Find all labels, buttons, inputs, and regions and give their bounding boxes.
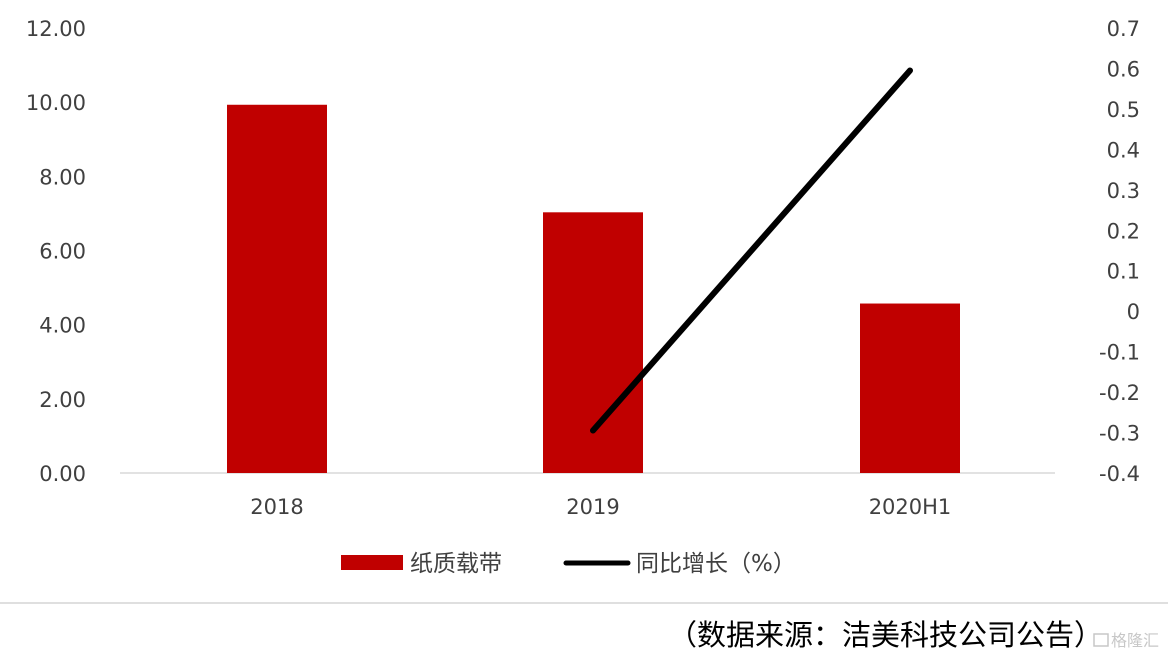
line-series-path xyxy=(590,67,913,434)
left-tick-label: 6.00 xyxy=(39,240,86,264)
right-tick-label: 0.5 xyxy=(1107,98,1140,122)
bar-series xyxy=(227,104,960,473)
legend: 纸质载带 同比增长（%） xyxy=(341,551,796,577)
legend-line-label: 同比增长（%） xyxy=(636,551,796,577)
right-tick-label: 0.3 xyxy=(1107,179,1140,203)
right-tick-label: -0.1 xyxy=(1099,341,1140,365)
left-tick-label: 8.00 xyxy=(39,165,86,189)
bar xyxy=(227,104,327,473)
right-tick-label: 0.2 xyxy=(1107,219,1140,243)
x-tick-label: 2019 xyxy=(566,495,619,519)
category-labels: 2018 2019 2020H1 xyxy=(250,495,951,519)
left-tick-label: 2.00 xyxy=(39,388,86,412)
left-tick-label: 12.00 xyxy=(26,17,86,41)
right-axis-ticks: -0.4 -0.3 -0.2 -0.1 0 0.1 0.2 0.3 0.4 0.5 0.6 0.7 xyxy=(1099,17,1140,486)
right-tick-label: -0.4 xyxy=(1099,462,1140,486)
legend-bar-swatch xyxy=(341,555,403,570)
x-tick-label: 2018 xyxy=(250,495,303,519)
watermark-text: 格隆汇 xyxy=(1111,631,1159,650)
right-tick-label: 0.4 xyxy=(1107,138,1140,162)
left-tick-label: 0.00 xyxy=(39,462,86,486)
left-axis-ticks: 0.00 2.00 4.00 6.00 8.00 10.00 12.00 xyxy=(26,17,86,486)
right-tick-label: 0.7 xyxy=(1107,17,1140,41)
source-note: （数据来源：洁美科技公司公告） xyxy=(668,618,1103,652)
right-tick-label: 0.6 xyxy=(1107,57,1140,81)
legend-bar-label: 纸质载带 xyxy=(410,551,502,577)
bar xyxy=(543,212,643,473)
watermark-logo: 格隆汇 xyxy=(1093,631,1159,650)
bar xyxy=(860,303,960,473)
left-tick-label: 10.00 xyxy=(26,91,86,115)
right-tick-label: 0.1 xyxy=(1107,260,1140,284)
right-tick-label: 0 xyxy=(1127,300,1140,324)
right-tick-label: -0.2 xyxy=(1099,381,1140,405)
left-tick-label: 4.00 xyxy=(39,314,86,338)
right-tick-label: -0.3 xyxy=(1099,422,1140,446)
x-tick-label: 2020H1 xyxy=(869,495,952,519)
watermark-mark xyxy=(1093,633,1109,647)
line-series xyxy=(590,67,913,434)
